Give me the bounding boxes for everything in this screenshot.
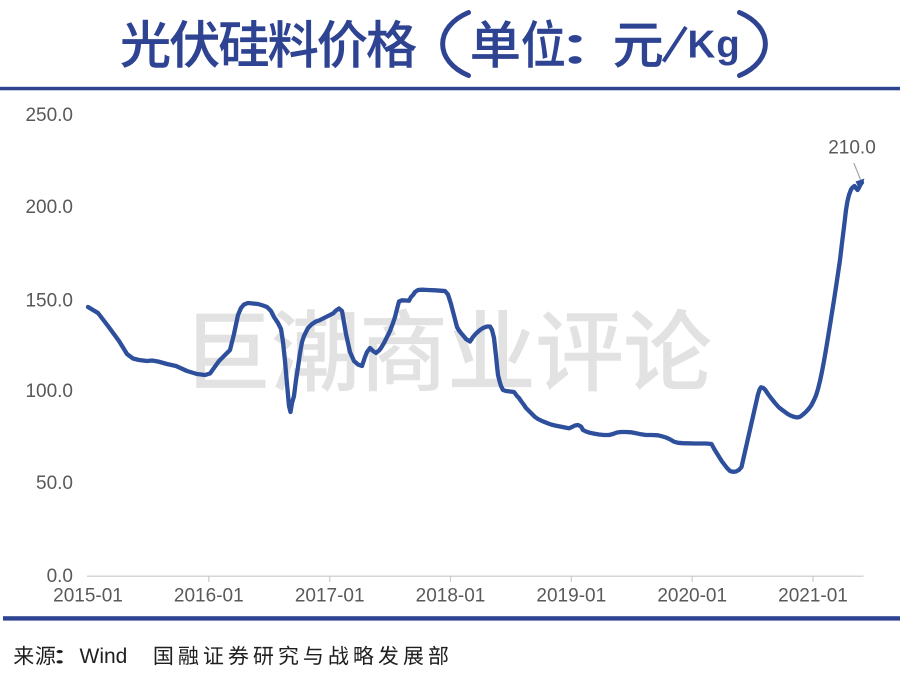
svg-text:2018-01: 2018-01 — [416, 586, 486, 607]
svg-text:150.0: 150.0 — [25, 291, 73, 312]
svg-text:2016-01: 2016-01 — [174, 586, 244, 607]
svg-text:2017-01: 2017-01 — [295, 586, 365, 607]
svg-text:2020-01: 2020-01 — [657, 586, 727, 607]
svg-text:210.0: 210.0 — [828, 138, 876, 159]
svg-text:0.0: 0.0 — [47, 566, 73, 587]
svg-text:250.0: 250.0 — [25, 105, 73, 126]
svg-text:100.0: 100.0 — [25, 381, 73, 402]
svg-text:50.0: 50.0 — [36, 473, 73, 494]
svg-text:2015-01: 2015-01 — [53, 586, 123, 607]
svg-text:2021-01: 2021-01 — [778, 586, 848, 607]
svg-text:2019-01: 2019-01 — [536, 586, 606, 607]
svg-text:Kg: Kg — [688, 24, 741, 67]
svg-text:Wind: Wind — [80, 645, 128, 668]
svg-text:200.0: 200.0 — [25, 197, 73, 218]
